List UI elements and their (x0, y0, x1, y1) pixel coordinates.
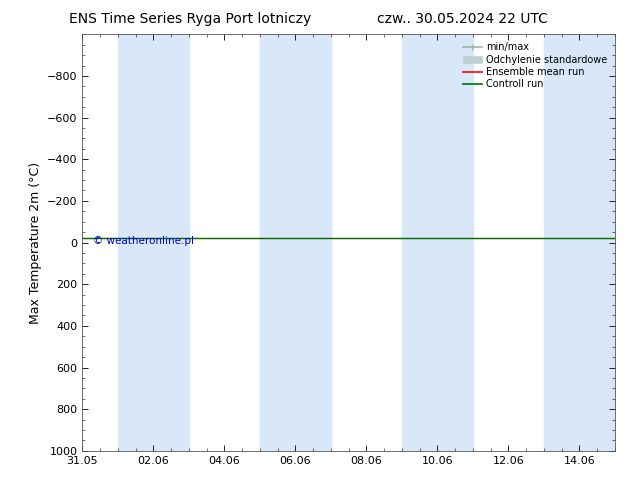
Bar (260, 34, 331, 451)
Y-axis label: Max Temperature 2m (°C): Max Temperature 2m (°C) (29, 162, 41, 323)
Text: czw.. 30.05.2024 22 UTC: czw.. 30.05.2024 22 UTC (377, 12, 548, 26)
Bar (402, 34, 473, 451)
Bar (544, 34, 615, 451)
Text: ENS Time Series Ryga Port lotniczy: ENS Time Series Ryga Port lotniczy (69, 12, 311, 26)
Bar (118, 34, 189, 451)
Legend: min/max, Odchylenie standardowe, Ensemble mean run, Controll run: min/max, Odchylenie standardowe, Ensembl… (460, 39, 610, 92)
Text: © weatheronline.pl: © weatheronline.pl (93, 236, 194, 246)
